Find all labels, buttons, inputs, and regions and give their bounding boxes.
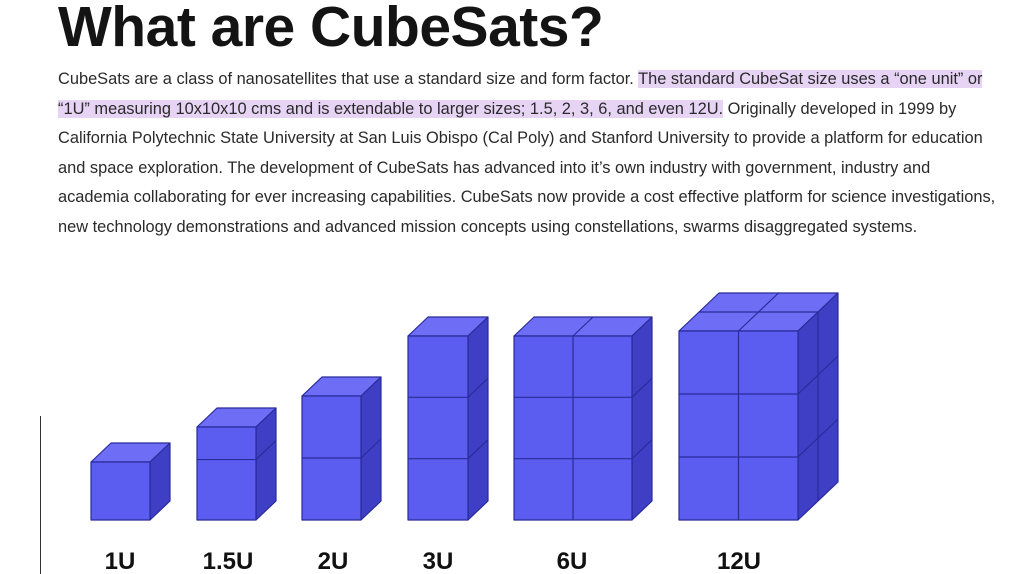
page-title: What are CubeSats? [58, 0, 604, 59]
cube-6u-side-row-divider [631, 439, 653, 460]
label-6u: 6U [557, 548, 588, 574]
cube-3u-side-row-divider [467, 439, 489, 460]
label-3u: 3U [423, 548, 454, 574]
cubesat-shapes [90, 292, 839, 521]
cube-6u-side-face [631, 316, 653, 521]
label-1u: 1U [105, 548, 136, 574]
paragraph-text-end: Originally developed in 1999 by Californ… [58, 99, 996, 236]
cube-3u-side-face [467, 316, 489, 521]
label-12u: 12U [717, 548, 761, 574]
cube-1u-front-face [90, 461, 151, 521]
label-2u: 2U [318, 548, 349, 574]
cube-3u-side-row-divider [467, 377, 489, 398]
paragraph-text-start: CubeSats are a class of nanosatellites t… [58, 70, 639, 88]
intro-paragraph: CubeSats are a class of nanosatellites t… [58, 65, 1003, 243]
cube-3u-front-face [407, 335, 469, 521]
cube-1-5u-side-face [255, 407, 277, 521]
cube-6u-top-col-divider [572, 316, 594, 337]
vertical-divider [40, 416, 41, 574]
cube-2u-side-row-divider [360, 438, 382, 459]
cube-1-5u-side-row-divider [255, 440, 277, 460]
cube-6u-side-row-divider [631, 377, 653, 398]
cube-1-5u-front-face [196, 426, 257, 521]
label-1-5u: 1.5U [203, 548, 254, 574]
